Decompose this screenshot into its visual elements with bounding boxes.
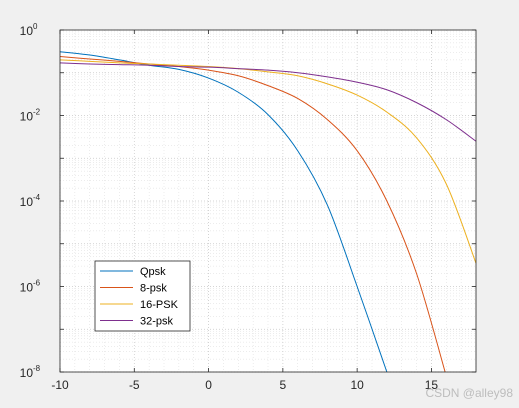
- y-tick-label: 10: [20, 195, 34, 209]
- watermark: CSDN @alley98: [425, 386, 513, 400]
- y-tick-exponent: -8: [33, 364, 41, 373]
- y-tick-exponent: -4: [33, 193, 41, 202]
- legend-label: Qpsk: [140, 266, 166, 278]
- y-tick-label: 10: [20, 366, 34, 380]
- x-tick-label: -5: [129, 378, 140, 392]
- legend-label: 32-psk: [140, 316, 174, 328]
- y-tick-base: 10: [20, 110, 34, 124]
- y-tick-base: 10: [20, 195, 34, 209]
- legend-label: 8-psk: [140, 283, 167, 295]
- series-line-2: [60, 59, 476, 264]
- series-line-3: [60, 62, 476, 142]
- series-line-1: [60, 56, 446, 372]
- series-line-0: [60, 51, 388, 372]
- legend: Qpsk 8-psk 16-PSK 32-psk: [94, 260, 191, 332]
- y-tick-exponent: -6: [33, 279, 41, 288]
- legend-box: [94, 260, 191, 332]
- ticks-layer: [59, 29, 476, 373]
- y-tick-exponent: 0: [33, 22, 38, 31]
- legend-label: 16-PSK: [140, 299, 179, 311]
- y-tick-label: 10: [20, 24, 34, 38]
- y-tick-label: 10: [20, 110, 34, 124]
- x-tick-label: 15: [425, 378, 439, 392]
- x-tick-label: 5: [280, 378, 287, 392]
- y-tick-exponent: -2: [33, 108, 41, 117]
- x-tick-labels: -10 -5 0 5 10 15: [51, 378, 438, 392]
- y-tick-base: 10: [20, 366, 34, 380]
- y-tick-base: 10: [20, 281, 34, 295]
- y-tick-base: 10: [20, 24, 34, 38]
- y-tick-label: 10: [20, 281, 34, 295]
- x-tick-label: 10: [350, 378, 364, 392]
- x-tick-label: 0: [205, 378, 212, 392]
- series-layer: [60, 51, 476, 372]
- x-tick-label: -10: [51, 378, 69, 392]
